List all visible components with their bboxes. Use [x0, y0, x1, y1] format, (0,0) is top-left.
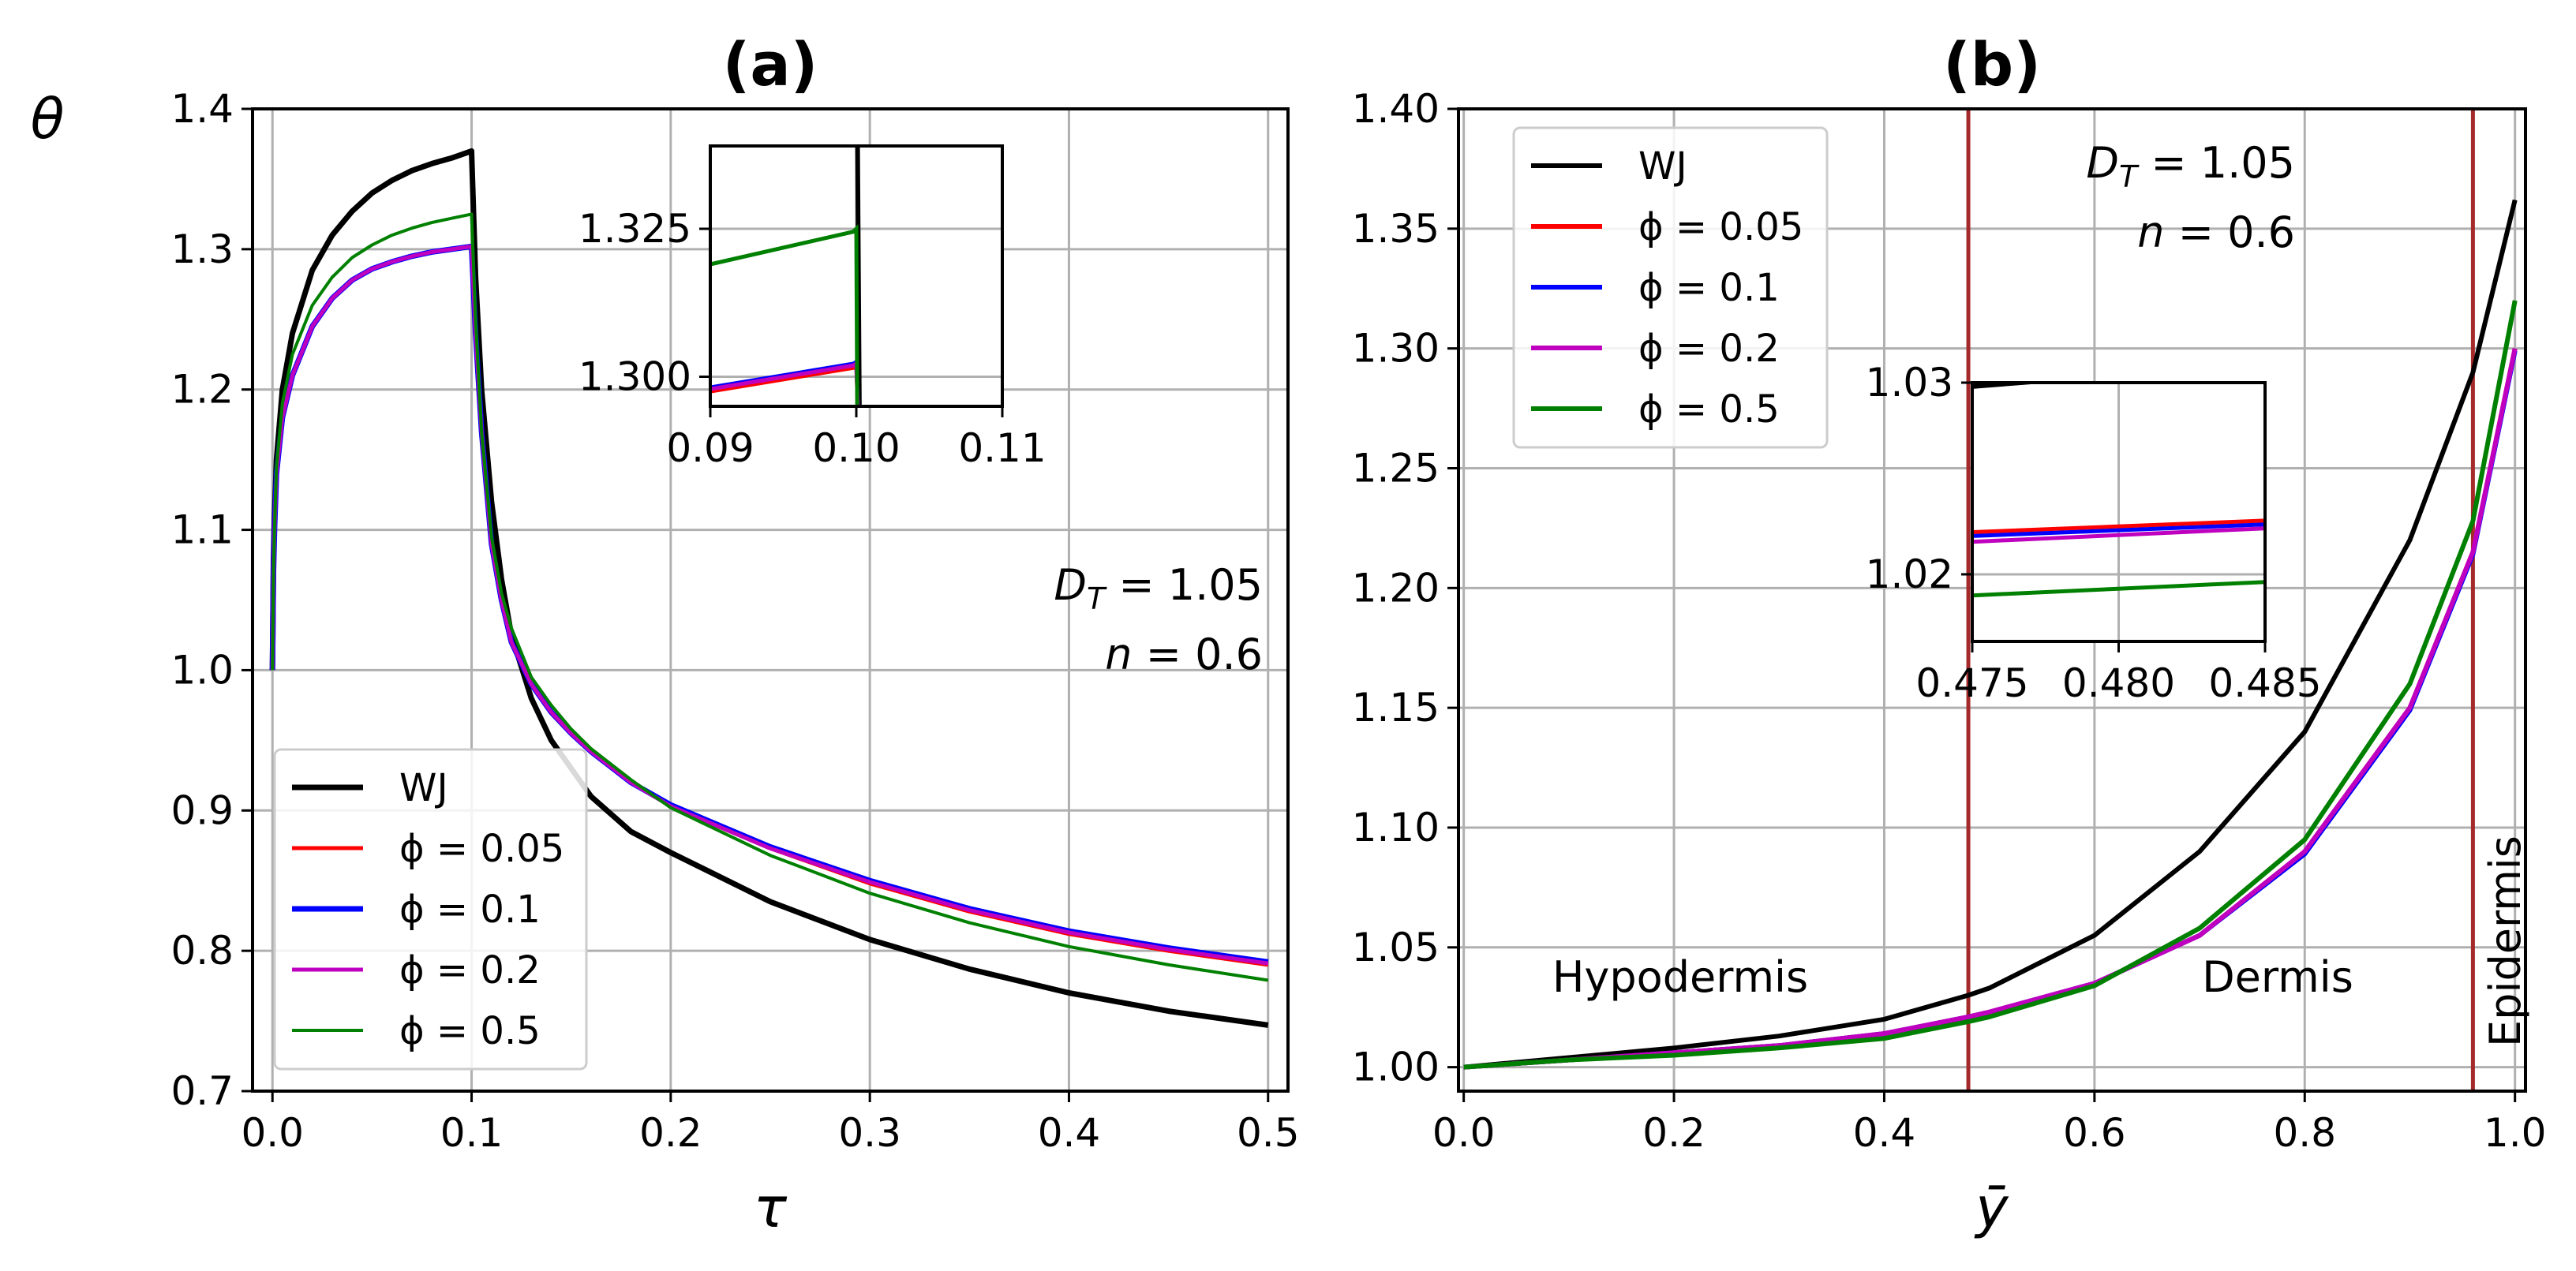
y-tick-label: 1.40	[1352, 86, 1440, 132]
series-group	[1463, 199, 2518, 1070]
inset-y-tick-label: 1.03	[1866, 360, 1953, 406]
y-tick-label: 1.20	[1352, 565, 1440, 611]
inset-x-tick-label: 0.475	[1915, 660, 2028, 706]
x-tick-label: 0.2	[1642, 1110, 1705, 1156]
x-tick-label: 0.0	[241, 1110, 304, 1156]
y-tick-label: 1.00	[1352, 1045, 1440, 1090]
inset-axes: 0.09 0.10 0.11 1.300 1.325	[578, 144, 1046, 471]
series-line-0	[269, 148, 1269, 1028]
y-tick-label: 1.05	[1352, 925, 1440, 970]
x-tick-label: 0.1	[440, 1110, 504, 1156]
parameter-annotation-0: DT = 1.05	[1054, 560, 1263, 616]
y-tick-label: 1.2	[170, 367, 234, 413]
x-tick-label: 0.8	[2274, 1110, 2337, 1156]
parameter-annotation-1: n = 0.6	[2137, 207, 2295, 257]
series-group	[269, 148, 1269, 1028]
legend-label: ϕ = 0.05	[399, 827, 564, 871]
panel-title: (b)	[1943, 29, 2041, 99]
inset-x-tick-label: 0.480	[2062, 660, 2175, 706]
inset-series-line-1	[1972, 518, 2265, 534]
y-axis-label: θ	[31, 87, 65, 151]
y-tick-label: 0.7	[170, 1068, 234, 1114]
y-tick-label: 1.1	[170, 507, 234, 553]
y-tick-label: 1.35	[1352, 206, 1440, 252]
y-tick-label: 1.4	[170, 86, 234, 132]
legend-label: WJ	[1638, 144, 1687, 189]
inset-series-line-3	[710, 360, 860, 406]
series-line-0	[1463, 199, 2518, 1070]
inset-y-tick-label: 1.02	[1866, 551, 1953, 597]
panel-title: (a)	[723, 29, 818, 99]
legend-label: ϕ = 0.05	[1638, 205, 1803, 249]
legend-label: ϕ = 0.2	[1638, 327, 1780, 371]
legend-box	[1512, 126, 1829, 449]
parameter-annotation-0: DT = 1.05	[2086, 138, 2295, 194]
legend-label: ϕ = 0.2	[399, 948, 541, 993]
legend-label: ϕ = 0.1	[399, 888, 541, 932]
y-tick-label: 0.8	[170, 928, 234, 974]
legend-label: ϕ = 0.5	[399, 1009, 541, 1053]
y-tick-label: 1.3	[170, 226, 234, 272]
legend-label: ϕ = 0.5	[1638, 387, 1780, 432]
y-tick-label: 1.30	[1352, 326, 1440, 372]
legend-label: WJ	[399, 766, 448, 810]
inset-x-tick-label: 0.09	[666, 425, 754, 471]
y-tick-label: 0.9	[170, 787, 234, 833]
axes-frame	[1457, 107, 2527, 1093]
y-tick-label: 1.0	[170, 647, 234, 693]
x-tick-label: 0.2	[639, 1110, 702, 1156]
inset-x-tick-label: 0.11	[958, 425, 1046, 471]
inset-x-tick-label: 0.485	[2208, 660, 2321, 706]
x-tick-label: 0.3	[838, 1110, 901, 1156]
inset-y-tick-label: 1.325	[578, 206, 691, 252]
inset-x-tick-label: 0.10	[812, 425, 900, 471]
legend: WJ ϕ = 0.05 ϕ = 0.1 ϕ = 0.2 ϕ = 0.5	[273, 748, 588, 1071]
x-axis-label: ȳ	[1974, 1176, 2009, 1240]
chart-panel-1: 0.0 0.2 0.4 0.6 0.8 1.0 1.00 1.05 1.10 1.15 1.20 1.…	[1352, 29, 2547, 1240]
region-label-dermis: Dermis	[2202, 952, 2353, 1002]
parameter-annotation-1: n = 0.6	[1105, 630, 1263, 679]
legend: WJ ϕ = 0.05 ϕ = 0.1 ϕ = 0.2 ϕ = 0.5	[1512, 126, 1829, 449]
inset-series	[710, 146, 862, 406]
y-tick-label: 1.25	[1352, 445, 1440, 491]
chart-panel-0: 0.0 0.1 0.2 0.3 0.4 0.5 0.7 0.8 0.9 1.0 1.1 1.2 1.3 1…	[31, 29, 1300, 1240]
x-tick-label: 0.4	[1853, 1110, 1916, 1156]
x-tick-label: 0.4	[1038, 1110, 1101, 1156]
inset-series-line-3	[1972, 526, 2265, 544]
inset-axes: 0.475 0.480 0.485 1.02 1.03	[1866, 360, 2322, 706]
legend-label: ϕ = 0.1	[1638, 266, 1780, 310]
series-line-4	[271, 212, 1269, 982]
y-tick-label: 1.15	[1352, 685, 1440, 731]
legend-box	[273, 748, 588, 1071]
x-tick-label: 1.0	[2484, 1110, 2547, 1156]
series-line-4	[1463, 300, 2518, 1070]
inset-series-line-2	[1972, 522, 2265, 538]
x-tick-label: 0.0	[1432, 1110, 1496, 1156]
y-tick-label: 1.10	[1352, 805, 1440, 850]
axes-frame	[251, 107, 1290, 1093]
x-axis-label: τ	[754, 1176, 788, 1240]
inset-series-line-4	[710, 223, 859, 406]
x-tick-label: 0.5	[1237, 1110, 1300, 1156]
inset-series-line-4	[1972, 580, 2265, 598]
region-label-epidermis: Epidermis	[2481, 835, 2530, 1047]
series-line-3	[1463, 348, 2518, 1070]
x-tick-label: 0.6	[2063, 1110, 2126, 1156]
region-label-hypodermis: Hypodermis	[1552, 952, 1808, 1002]
inset-y-tick-label: 1.300	[578, 354, 691, 400]
